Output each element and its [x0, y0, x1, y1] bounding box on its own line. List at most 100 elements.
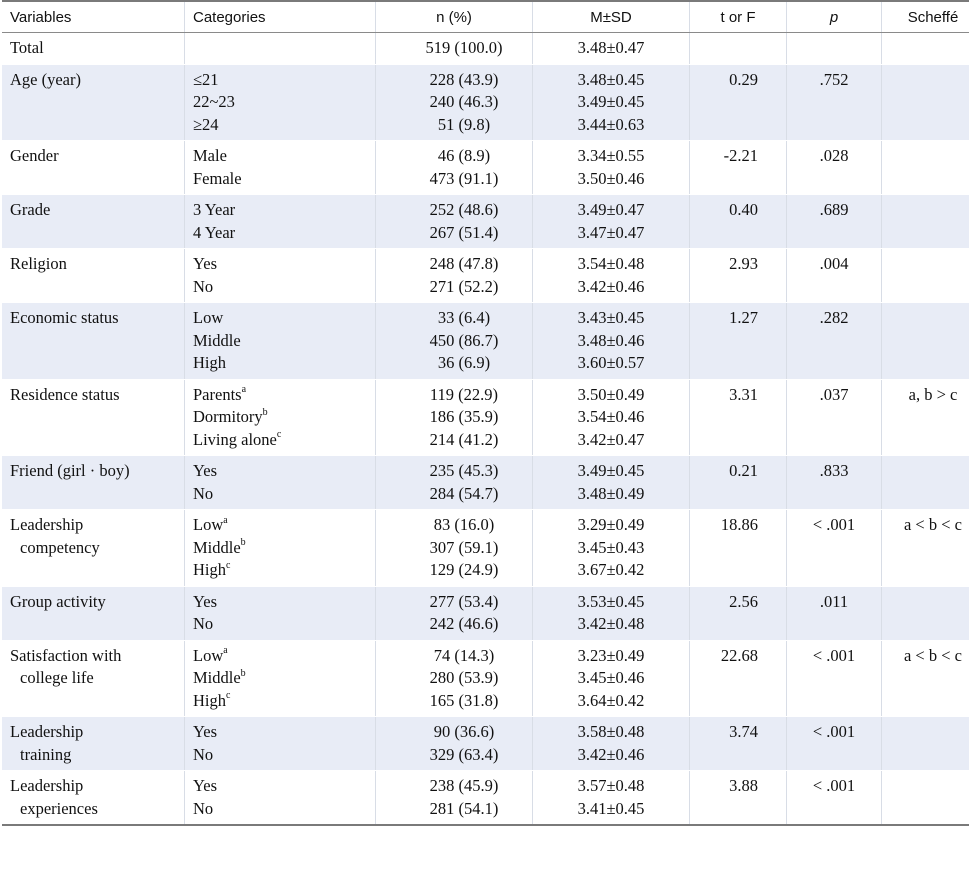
mean-sd-cell: 3.29±0.49 3.45±0.43 3.67±0.42 [532, 509, 690, 587]
variable-cell: Group activity [2, 586, 185, 641]
categories-cell [184, 32, 376, 65]
n-percent-value: 473 (91.1) [429, 168, 499, 188]
variable-cell: Gender [2, 140, 185, 195]
category-item: Middleb [193, 537, 367, 560]
mean-sd-value: 3.49±0.45 [577, 461, 645, 480]
header-p-value: p [786, 0, 882, 33]
category-item: 22~23 [193, 91, 367, 114]
category-label: Middle [193, 537, 241, 557]
mean-sd-value: 3.23±0.49 [577, 645, 645, 665]
t-or-f-value: 0.29 [689, 64, 787, 141]
mean-sd-value: 3.34±0.55 [577, 146, 645, 165]
table-row: Economic status Low Middle High 33 (6.4) 450 … [2, 302, 969, 380]
n-percent-value: 519 (100.0) [425, 38, 503, 57]
mean-sd-cell: 3.49±0.47 3.47±0.47 [532, 194, 690, 249]
category-label: High [193, 690, 226, 710]
category-item: No [193, 744, 367, 767]
n-percent-cell: 248 (47.8) 271 (52.2) [375, 248, 533, 303]
category-label: Parents [193, 384, 242, 404]
n-percent-value: 277 (53.4) [429, 591, 499, 611]
category-label: Yes [193, 776, 218, 795]
table-header: Variables Categories n (%) M±SD t or F p… [2, 0, 969, 33]
category-item: Lowa [193, 514, 367, 537]
t-or-f-value: 2.93 [689, 248, 787, 303]
scheffe-value: a < b < c [881, 509, 969, 587]
n-percent-value: 51 (9.8) [437, 114, 491, 134]
mean-sd-value: 3.48±0.49 [577, 483, 645, 503]
categories-cell: Male Female [184, 140, 376, 195]
categories-cell: Yes No [184, 455, 376, 510]
category-superscript: b [262, 406, 268, 418]
mean-sd-cell: 3.50±0.49 3.54±0.46 3.42±0.47 [532, 379, 690, 456]
variable-name: Residence status [10, 384, 120, 404]
category-label: Yes [193, 461, 218, 480]
categories-cell: 3 Year 4 Year [184, 194, 376, 249]
t-or-f-value: 3.74 [689, 716, 787, 771]
p-value: < .001 [786, 716, 882, 771]
t-or-f-value [689, 32, 787, 65]
category-superscript: b [240, 537, 246, 548]
p-value: .752 [786, 64, 882, 141]
mean-sd-cell: 3.58±0.48 3.42±0.46 [532, 716, 690, 771]
p-value: .028 [786, 140, 882, 195]
p-value: .004 [786, 248, 882, 303]
table-row: Residence status Parentsa Dormitoryb Living… [2, 379, 969, 456]
category-item: Male [193, 145, 367, 168]
categories-cell: Parentsa Dormitoryb Living alonec [184, 379, 376, 456]
n-percent-value: 90 (36.6) [433, 722, 495, 741]
variable-name: Total [10, 38, 44, 57]
mean-sd-value: 3.45±0.43 [577, 537, 645, 557]
mean-sd-cell: 3.53±0.45 3.42±0.48 [532, 586, 690, 641]
category-label: 22~23 [193, 92, 235, 111]
variable-cell: Leadership experiences [2, 770, 185, 826]
variable-cell: Residence status [2, 379, 185, 456]
scheffe-value [881, 302, 969, 380]
mean-sd-value: 3.48±0.46 [577, 330, 645, 350]
mean-sd-cell: 3.57±0.48 3.41±0.45 [532, 770, 690, 826]
variable-cell: Total [2, 32, 185, 65]
n-percent-value: 235 (45.3) [429, 461, 499, 480]
t-or-f-value: -2.21 [689, 140, 787, 195]
scheffe-value: a < b < c [881, 640, 969, 717]
n-percent-value: 186 (35.9) [429, 407, 499, 426]
variable-cell: Age (year) [2, 64, 185, 141]
scheffe-value: a, b > c [881, 379, 969, 456]
n-percent-cell: 83 (16.0) 307 (59.1) 129 (24.9) [375, 509, 533, 587]
category-label: 3 Year [193, 200, 236, 219]
n-percent-value: 83 (16.0) [433, 515, 495, 534]
table-row: Total 519 (100.0) 3.48±0.47 [2, 32, 969, 65]
mean-sd-value: 3.29±0.49 [577, 515, 645, 534]
table-row: Friend (girl · boy) Yes No 235 (45.3) 284 (5… [2, 455, 969, 510]
p-value [786, 32, 882, 65]
p-value: .011 [786, 586, 882, 641]
n-percent-value: 329 (63.4) [429, 744, 499, 764]
n-percent-value: 129 (24.9) [429, 560, 499, 579]
n-percent-value: 165 (31.8) [429, 690, 499, 710]
category-item: ≤21 [193, 69, 367, 92]
variable-cell: Grade [2, 194, 185, 249]
category-superscript: a [241, 384, 247, 395]
t-or-f-value: 1.27 [689, 302, 787, 380]
variable-name: Leadership [10, 515, 84, 534]
variable-cell: Leadership competency [2, 509, 185, 587]
t-or-f-value: 18.86 [689, 509, 787, 587]
scheffe-value [881, 716, 969, 771]
header-scheffe: Scheffé [881, 0, 969, 33]
variable-name: Leadership [10, 722, 84, 741]
n-percent-value: 271 (52.2) [429, 276, 499, 296]
variable-name: Group activity [10, 591, 106, 611]
mean-sd-cell: 3.54±0.48 3.42±0.46 [532, 248, 690, 303]
mean-sd-value: 3.45±0.46 [577, 668, 645, 687]
variable-cell: Leadership training [2, 716, 185, 771]
variable-cell: Satisfaction with college life [2, 640, 185, 717]
table-row: Gender Male Female 46 (8.9) 473 (91.1) 3.34±0… [2, 140, 969, 195]
n-percent-value: 284 (54.7) [429, 483, 499, 503]
category-item: Yes [193, 775, 367, 798]
category-item: Living alonec [193, 429, 367, 452]
category-label: Low [193, 515, 224, 534]
category-label: Yes [193, 254, 218, 273]
n-percent-cell: 519 (100.0) [375, 32, 533, 65]
n-percent-cell: 252 (48.6) 267 (51.4) [375, 194, 533, 249]
category-superscript: c [226, 559, 231, 571]
n-percent-cell: 46 (8.9) 473 (91.1) [375, 140, 533, 195]
